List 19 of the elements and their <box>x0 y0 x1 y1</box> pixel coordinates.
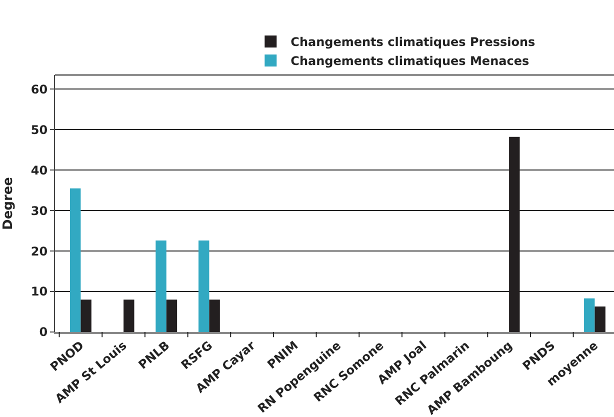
bar <box>209 300 220 332</box>
bar <box>124 300 134 332</box>
y-tick-label: 20 <box>30 244 48 258</box>
bar <box>594 306 606 332</box>
legend-label: Changements climatiques Pressions <box>290 35 536 50</box>
y-axis-title: Degree <box>0 176 16 230</box>
y-tick-label: 40 <box>30 163 48 178</box>
legend-label: Changements climatiques Menaces <box>290 54 530 68</box>
bar <box>198 240 210 332</box>
y-tick-label: 0 <box>39 325 48 340</box>
bar <box>156 240 166 332</box>
bar <box>584 298 595 332</box>
bar <box>70 188 81 332</box>
y-tick-label: 60 <box>30 82 48 96</box>
y-tick-label: 10 <box>30 284 48 299</box>
bar <box>166 300 178 332</box>
bar <box>80 300 92 332</box>
y-tick-label: 30 <box>30 204 48 218</box>
y-tick-label: 50 <box>30 122 48 137</box>
